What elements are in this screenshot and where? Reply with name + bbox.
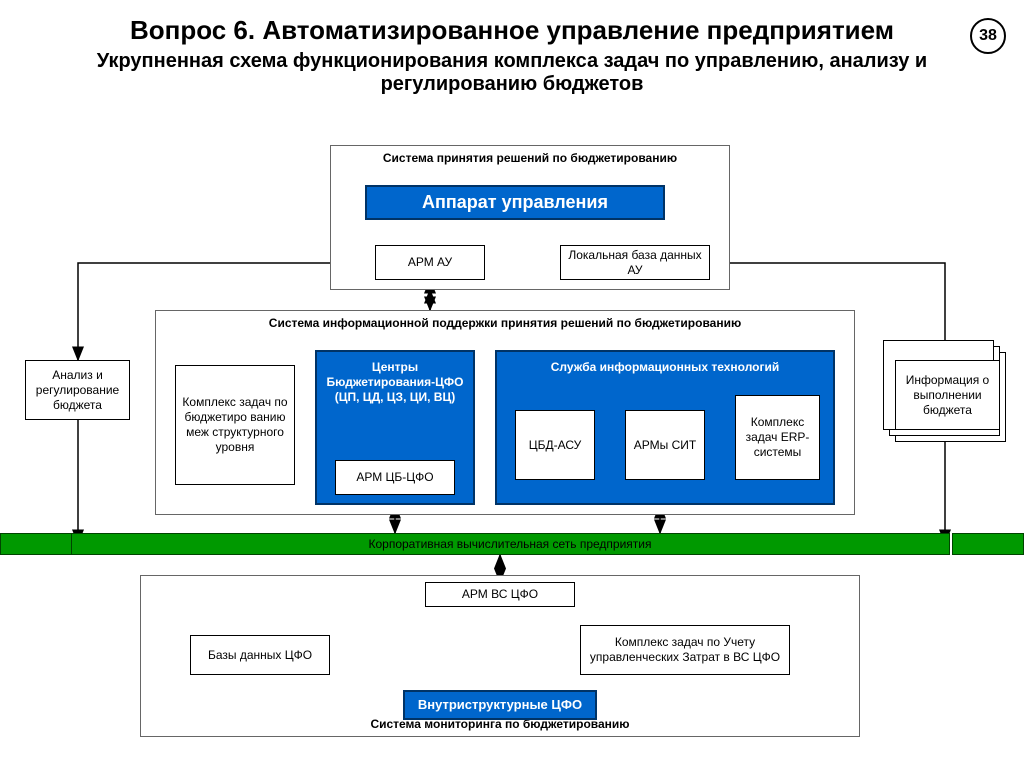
box-complex_tasks: Комплекс задач по бюджетиро ванию меж ст… (175, 365, 295, 485)
box-apparatus: Аппарат управления (365, 185, 665, 220)
box-cbd_asu: ЦБД-АСУ (515, 410, 595, 480)
subtitle: Укрупненная схема функционирования компл… (0, 46, 1024, 104)
frame-label: Система принятия решений по бюджетирован… (331, 151, 729, 165)
diagram-canvas: Система принятия решений по бюджетирован… (0, 145, 1024, 755)
box-intra_cfo: Внутриструктурные ЦФО (403, 690, 597, 720)
box-corp_net: Корпоративная вычислительная сеть предпр… (70, 533, 950, 555)
green-edge-right (952, 533, 1024, 555)
frame-label: Система информационной поддержки приняти… (156, 316, 854, 330)
box-analysis: Анализ и регулирование бюджета (25, 360, 130, 420)
main-title: Вопрос 6. Автоматизированное управление … (0, 0, 1024, 46)
box-complex_acc: Комплекс задач по Учету управленческих З… (580, 625, 790, 675)
box-arm_cb: АРМ ЦБ-ЦФО (335, 460, 455, 495)
box-db_cfo: Базы данных ЦФО (190, 635, 330, 675)
page-number: 38 (970, 18, 1006, 54)
box-local_db: Локальная база данных АУ (560, 245, 710, 280)
box-arm_au: АРМ АУ (375, 245, 485, 280)
box-army_sit: АРМы СИТ (625, 410, 705, 480)
green-edge-left (0, 533, 72, 555)
box-erp: Комплекс задач ERP-системы (735, 395, 820, 480)
box-info_exec: Информация о выполнении бюджета (895, 360, 1000, 430)
box-arm_vs: АРМ ВС ЦФО (425, 582, 575, 607)
